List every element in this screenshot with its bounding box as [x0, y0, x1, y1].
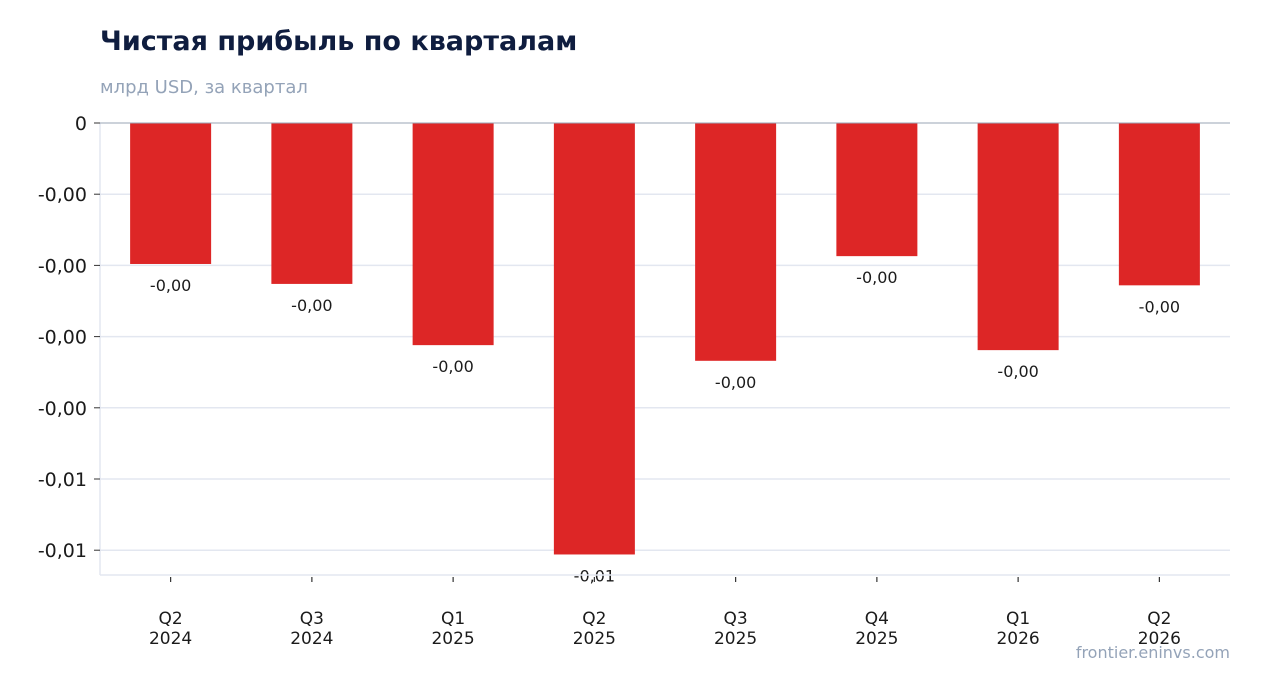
x-tick-label: Q3 2025: [714, 609, 757, 649]
x-tick-year: 2026: [1138, 629, 1181, 649]
y-tick-label: -0,00: [38, 255, 87, 277]
x-tick-label: Q1 2026: [996, 609, 1039, 649]
source-credit: frontier.eninvs.com: [1075, 643, 1230, 662]
y-tick-label: -0,00: [38, 398, 87, 420]
data-label: -0,00: [997, 362, 1038, 381]
x-tick-label: Q3 2024: [290, 609, 333, 649]
data-label: -0,00: [150, 276, 191, 295]
y-tick-label: -0,01: [38, 540, 87, 562]
x-tick-label: Q2 2025: [573, 609, 616, 649]
x-tick-year: 2025: [714, 629, 757, 649]
x-tick-quarter: Q2: [159, 609, 183, 629]
page-subtitle: млрд USD, за квартал: [100, 77, 308, 98]
x-tick-quarter: Q2: [1147, 609, 1171, 629]
bar: [271, 123, 353, 284]
x-tick-quarter: Q3: [300, 609, 324, 629]
x-tick-quarter: Q2: [582, 609, 606, 629]
x-tick-quarter: Q1: [1006, 609, 1030, 629]
x-tick-year: 2025: [855, 629, 898, 649]
bar: [1118, 123, 1200, 286]
y-tick-label: -0,00: [38, 184, 87, 206]
x-tick-quarter: Q1: [441, 609, 465, 629]
data-label: -0,00: [856, 268, 897, 287]
page-title: Чистая прибыль по кварталам: [100, 26, 578, 57]
bar: [695, 123, 777, 361]
x-tick-year: 2024: [290, 629, 333, 649]
bar: [977, 123, 1059, 351]
bar: [412, 123, 494, 346]
x-tick-year: 2024: [149, 629, 192, 649]
bar: [130, 123, 212, 264]
bar: [553, 123, 635, 555]
x-tick-year: 2026: [996, 629, 1039, 649]
y-tick-label: -0,00: [38, 327, 87, 349]
x-tick-label: Q4 2025: [855, 609, 898, 649]
data-label: -0,00: [1139, 297, 1180, 316]
x-tick-year: 2025: [573, 629, 616, 649]
x-tick-label: Q1 2025: [431, 609, 474, 649]
y-tick-label: 0: [75, 113, 87, 135]
x-tick-year: 2025: [431, 629, 474, 649]
data-label: -0,00: [432, 357, 473, 376]
data-label: -0,00: [715, 373, 756, 392]
data-labels: -0,00 -0,00 -0,00 -0,01 -0,00 -0,00 -0,00 -0,00: [150, 268, 1180, 585]
x-tick-quarter: Q4: [865, 609, 889, 629]
data-label: -0,01: [574, 566, 615, 585]
bars: [100, 122, 1230, 555]
data-label: -0,00: [291, 296, 332, 315]
x-tick-label: Q2 2026: [1138, 609, 1181, 649]
grid-lines: [100, 193, 1230, 551]
bar: [836, 123, 918, 257]
y-tick-label: -0,01: [38, 469, 87, 491]
y-axis: 0 -0,00 -0,00 -0,00 -0,00 -0,01 -0,01: [38, 113, 101, 575]
x-tick-label: Q2 2024: [149, 609, 192, 649]
x-tick-quarter: Q3: [724, 609, 748, 629]
